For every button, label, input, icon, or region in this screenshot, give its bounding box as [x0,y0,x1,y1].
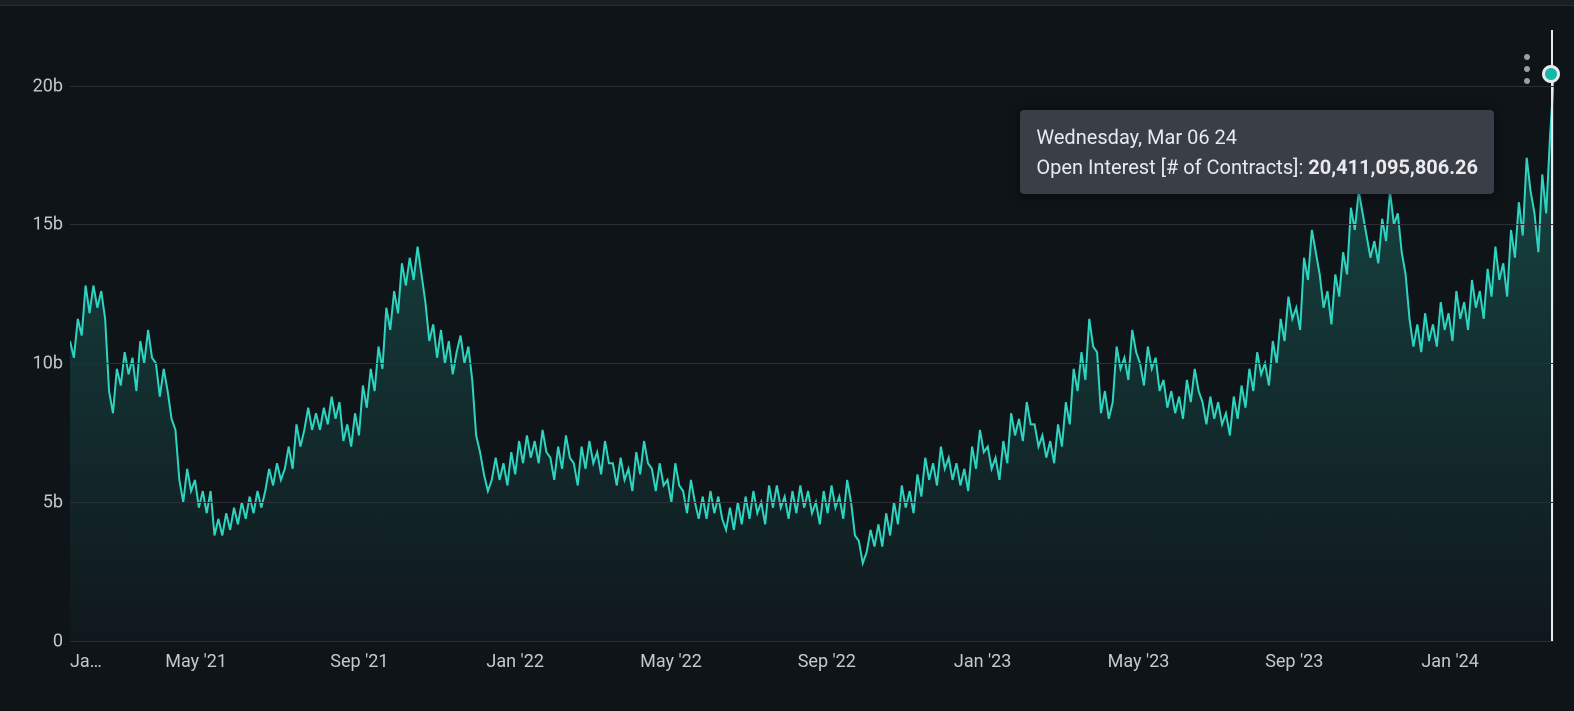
x-axis: Ja… May '21 Sep '21 Jan '22 May '22 Sep '22 Ja… [70,651,1554,681]
x-axis-label: Ja… [70,651,102,672]
gridline [70,502,1554,503]
gridline [70,86,1554,87]
x-axis-label: Jan '24 [1421,651,1479,672]
y-axis-label: 10b [15,353,63,374]
crosshair-line [1551,30,1553,641]
gridline [70,641,1554,642]
x-axis-label: May '23 [1108,651,1170,672]
gridline [70,363,1554,364]
x-axis-label: Jan '23 [954,651,1012,672]
x-axis-label: May '21 [165,651,227,672]
y-axis-label: 0 [15,631,63,652]
y-axis-label: 5b [15,492,63,513]
x-axis-label: Sep '22 [798,651,856,672]
x-axis-label: Sep '21 [330,651,388,672]
x-axis-label: Jan '22 [486,651,544,672]
plot-area[interactable]: 05b10b15b20b [70,30,1554,641]
kebab-menu-icon[interactable] [1520,50,1534,88]
gridline [70,224,1554,225]
x-axis-label: Sep '23 [1265,651,1323,672]
area-chart-svg [70,30,1554,641]
y-axis-label: 20b [15,75,63,96]
highlight-marker [1542,65,1560,83]
y-axis-label: 15b [15,214,63,235]
x-axis-label: May '22 [640,651,702,672]
chart-container: 05b10b15b20b Ja…May '21Sep '21Jan '22May… [0,0,1574,711]
